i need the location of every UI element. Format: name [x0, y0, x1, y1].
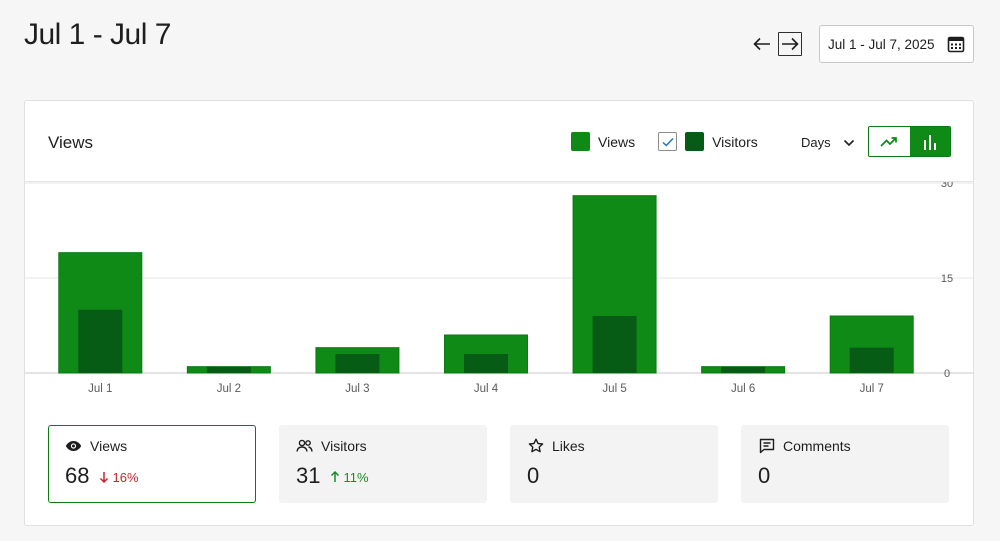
stat-value: 0: [758, 463, 771, 488]
stat-value: 68: [65, 463, 90, 488]
bar-visitors: [849, 347, 894, 373]
trending-up-icon: [880, 136, 898, 147]
stat-label: Likes: [552, 437, 585, 454]
stat-delta: 11%: [330, 469, 369, 485]
x-tick-label: Jul 6: [731, 383, 755, 395]
calendar-icon: [947, 36, 965, 53]
star-icon: [527, 437, 544, 454]
stat-card-comments[interactable]: Comments 0: [741, 425, 949, 503]
stat-card-visitors[interactable]: Visitors 31 11%: [279, 425, 487, 503]
chart-legend: Views Visitors: [571, 132, 758, 151]
stat-label: Views: [90, 437, 128, 454]
legend-views-label: Views: [598, 133, 636, 150]
y-tick-label: 0: [944, 368, 950, 380]
stat-delta: 16%: [99, 469, 139, 485]
bar-visitors: [592, 316, 637, 373]
stats-row: Views 68 16%: [48, 425, 949, 503]
bar-visitors: [206, 366, 251, 373]
eye-icon: [65, 437, 82, 454]
date-range-label: Jul 1 - Jul 7, 2025: [828, 36, 935, 52]
arrow-right-icon: [782, 37, 799, 51]
bar-visitors: [464, 354, 508, 373]
people-icon: [296, 437, 313, 454]
checkmark-icon: [662, 137, 674, 147]
chart-type-toggle: [868, 126, 951, 157]
stat-label: Visitors: [321, 437, 367, 454]
y-tick-label: 15: [941, 273, 953, 285]
stats-card: Views Views Visitors Days: [24, 100, 974, 526]
stat-value: 0: [527, 463, 540, 488]
x-tick-label: Jul 1: [88, 383, 112, 395]
visitors-checkbox[interactable]: [658, 132, 678, 151]
stat-delta-value: 16%: [112, 469, 139, 485]
stat-delta-value: 11%: [343, 469, 369, 485]
next-period-button[interactable]: [778, 32, 802, 56]
y-tick-label: 30: [941, 181, 953, 190]
x-tick-label: Jul 5: [602, 383, 626, 395]
period-select[interactable]: Days: [801, 135, 855, 150]
arrow-left-icon: [753, 37, 770, 51]
bar-visitors: [335, 354, 380, 373]
date-navigation: [750, 32, 802, 56]
period-select-label: Days: [801, 135, 831, 150]
x-tick-label: Jul 2: [217, 383, 241, 395]
page-title: Jul 1 - Jul 7: [24, 18, 171, 51]
views-swatch: [571, 132, 590, 151]
arrow-up-icon: [331, 471, 340, 482]
x-tick-label: Jul 4: [474, 383, 499, 395]
x-tick-label: Jul 7: [860, 383, 884, 395]
x-tick-label: Jul 3: [345, 383, 369, 395]
comment-icon: [758, 437, 775, 454]
bar-chart-button[interactable]: [909, 127, 950, 156]
bar-chart-icon: [923, 134, 936, 150]
bar-chart: 0 15 30 Jul 1 Jul 2 Jul 3 Jul 4 Jul 5 Jul 6 Jul 7: [25, 181, 973, 395]
date-range-picker[interactable]: Jul 1 - Jul 7, 2025: [819, 25, 974, 63]
previous-period-button[interactable]: [750, 32, 774, 56]
chevron-down-icon: [843, 139, 854, 146]
legend-item-visitors: Visitors: [658, 132, 758, 151]
chart-title: Views: [48, 133, 94, 152]
arrow-down-icon: [100, 472, 109, 483]
stat-label: Comments: [783, 437, 851, 454]
bar-visitors: [78, 309, 123, 373]
stat-card-likes[interactable]: Likes 0: [510, 425, 718, 503]
bar-visitors: [721, 366, 766, 373]
legend-item-views: Views: [571, 132, 635, 151]
legend-visitors-label: Visitors: [712, 133, 758, 150]
stat-card-views[interactable]: Views 68 16%: [48, 425, 256, 503]
visitors-swatch: [685, 132, 705, 151]
stat-value: 31: [296, 463, 321, 488]
line-chart-button[interactable]: [869, 127, 910, 156]
